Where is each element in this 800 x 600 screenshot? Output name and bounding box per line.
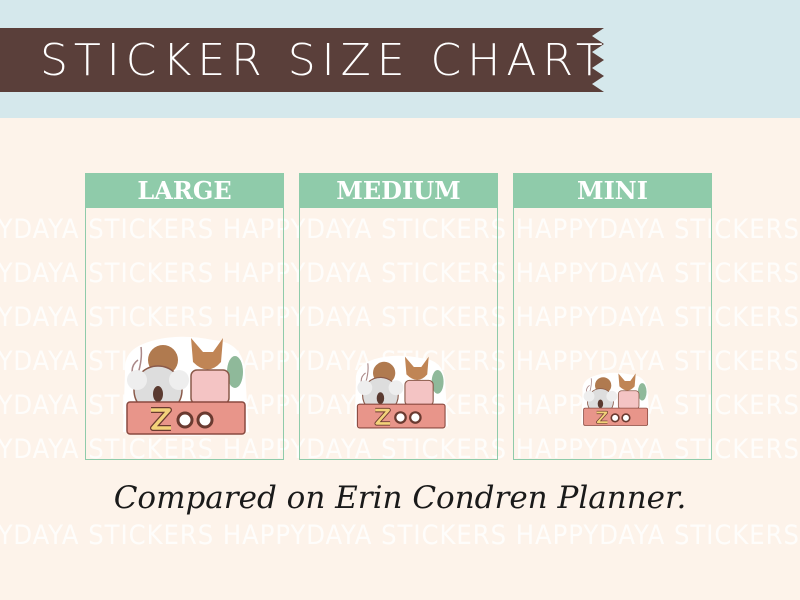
panel-medium: MEDIUM: [299, 173, 498, 460]
watermark-row: HAPPYDAYA STICKERS HAPPYDAYA STICKERS HA…: [0, 214, 800, 245]
zoo-sticker-medium: [347, 352, 451, 434]
watermark-row: HAPPYDAYA STICKERS HAPPYDAYA STICKERS HA…: [0, 520, 800, 551]
panel-mini: MINI: [513, 173, 712, 460]
panel-label: LARGE: [86, 174, 283, 208]
panel-label: MEDIUM: [300, 174, 497, 208]
title-ribbon: [0, 28, 604, 92]
zoo-sticker-large: [113, 332, 253, 442]
page-title: STICKER SIZE CHART: [40, 35, 609, 86]
zoo-sticker-mini: [576, 370, 652, 430]
panel-label: MINI: [514, 174, 711, 208]
caption: Compared on Erin Condren Planner.: [113, 480, 687, 516]
watermark-row: HAPPYDAYA STICKERS HAPPYDAYA STICKERS HA…: [0, 302, 800, 333]
watermark-row: HAPPYDAYA STICKERS HAPPYDAYA STICKERS HA…: [0, 258, 800, 289]
panel-large: LARGE: [85, 173, 284, 460]
